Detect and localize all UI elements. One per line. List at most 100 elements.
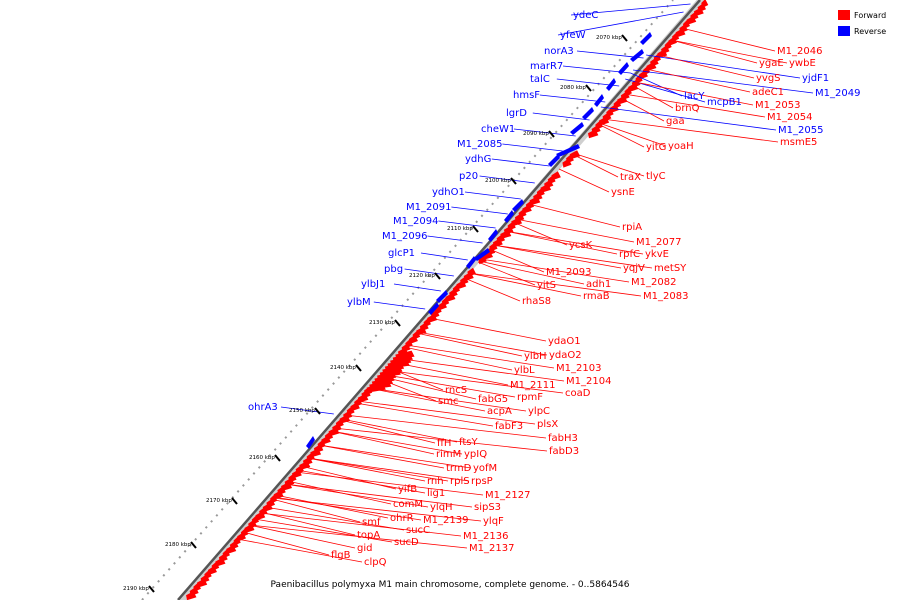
gene-label-sucd[interactable]: sucD <box>394 537 419 548</box>
gene-label-sips3[interactable]: sipS3 <box>474 502 501 513</box>
gene-label-ydao2[interactable]: ydaO2 <box>549 350 582 361</box>
gene-label-yits[interactable]: yitS <box>537 280 556 291</box>
gene-label-ohrr[interactable]: ohrR <box>390 513 414 524</box>
gene-label-talc[interactable]: talC <box>530 74 550 85</box>
gene-label-yvgs[interactable]: yvgS <box>756 73 781 84</box>
gene-label-yjdf1[interactable]: yjdF1 <box>802 73 829 84</box>
gene-label-adec1[interactable]: adeC1 <box>752 87 784 98</box>
gene-label-succ[interactable]: sucC <box>406 525 430 536</box>
gene-label-rncs[interactable]: rncS <box>445 385 467 396</box>
gene-label-rimm[interactable]: rimM <box>436 449 461 460</box>
gene-label-ylqf[interactable]: ylqF <box>483 516 504 527</box>
gene-label-ohra3[interactable]: ohrA3 <box>248 402 278 413</box>
gene-label-acpa[interactable]: acpA <box>487 406 512 417</box>
gene-label-smf[interactable]: smf <box>362 517 381 528</box>
gene-label-smc[interactable]: smc <box>438 396 458 407</box>
gene-label-rpsp[interactable]: rpsP <box>471 476 493 487</box>
gene-label-ydhg[interactable]: ydhG <box>465 154 491 165</box>
gene-label-nora3[interactable]: norA3 <box>544 46 574 57</box>
gene-label-rhas8[interactable]: rhaS8 <box>522 296 551 307</box>
gene-label-ylbm[interactable]: ylbM <box>347 297 371 308</box>
gene-label-flgb[interactable]: flgB <box>331 550 351 561</box>
gene-label-metsy[interactable]: metSY <box>654 263 687 274</box>
gene-label-m1-2053[interactable]: M1_2053 <box>755 100 800 111</box>
gene-label-fabg5[interactable]: fabG5 <box>478 394 508 405</box>
gene-label-m1-2054[interactable]: M1_2054 <box>767 112 812 123</box>
gene-label-m1-2127[interactable]: M1_2127 <box>485 490 530 501</box>
gene-label-m1-2082[interactable]: M1_2082 <box>631 277 676 288</box>
gene-label-m1-2077[interactable]: M1_2077 <box>636 237 681 248</box>
gene-label-rpia[interactable]: rpiA <box>622 222 642 233</box>
gene-label-rmab[interactable]: rmaB <box>583 291 610 302</box>
gene-label-m1-2085[interactable]: M1_2085 <box>457 139 502 150</box>
gene-label-adh1[interactable]: adh1 <box>586 279 611 290</box>
gene-label-m1-2055[interactable]: M1_2055 <box>778 125 823 136</box>
gene-label-m1-2083[interactable]: M1_2083 <box>643 291 688 302</box>
gene-label-rpfc[interactable]: rpfC <box>619 249 640 260</box>
gene-label-fabf3[interactable]: fabF3 <box>495 421 523 432</box>
gene-label-yitg[interactable]: yitG <box>646 142 666 153</box>
gene-label-ywbe[interactable]: ywbE <box>789 58 816 69</box>
gene-label-ylpc[interactable]: ylpC <box>528 406 550 417</box>
gene-label-ypiq[interactable]: ypIQ <box>464 449 487 460</box>
gene-label-rpls[interactable]: rplS <box>450 476 470 487</box>
gene-label-m1-2094[interactable]: M1_2094 <box>393 216 438 227</box>
gene-label-ylbj1[interactable]: ylbJ1 <box>361 279 385 290</box>
gene-label-ysne[interactable]: ysnE <box>611 187 635 198</box>
gene-label-mcpb1[interactable]: mcpB1 <box>707 97 742 108</box>
gene-label-yfew[interactable]: yfeW <box>560 30 586 41</box>
forward-leader-line <box>489 248 545 273</box>
gene-label-ftsy[interactable]: ftsY <box>459 437 478 448</box>
gene-label-hmsf[interactable]: hmsF <box>513 90 540 101</box>
gene-label-m1-2093[interactable]: M1_2093 <box>546 267 591 278</box>
gene-label-ydho1[interactable]: ydhO1 <box>432 187 465 198</box>
gene-label-rnh[interactable]: rnh <box>427 476 444 487</box>
gene-label-ydec[interactable]: ydeC <box>573 10 598 21</box>
gene-label-yofm[interactable]: yofM <box>473 463 497 474</box>
gene-label-marr7[interactable]: marR7 <box>530 61 563 72</box>
gene-label-m1-2096[interactable]: M1_2096 <box>382 231 427 242</box>
gene-label-ygae[interactable]: ygaE <box>759 58 784 69</box>
gene-label-lgrd[interactable]: lgrD <box>506 108 527 119</box>
gene-label-rpmf[interactable]: rpmF <box>517 392 543 403</box>
gene-label-m1-2136[interactable]: M1_2136 <box>463 531 508 542</box>
gene-label-comm[interactable]: comM <box>393 499 423 510</box>
gene-label-lig1[interactable]: lig1 <box>427 488 445 499</box>
gene-label-m1-2103[interactable]: M1_2103 <box>556 363 601 374</box>
gene-label-gid[interactable]: gid <box>357 543 372 554</box>
gene-label-topa[interactable]: topA <box>357 530 380 541</box>
gene-label-gaa[interactable]: gaa <box>666 116 685 127</box>
gene-label-yoah[interactable]: yoaH <box>668 141 694 152</box>
gene-label-msme5[interactable]: msmE5 <box>780 137 817 148</box>
gene-label-yqjv[interactable]: yqjV <box>623 263 645 274</box>
gene-label-ylbl[interactable]: ylbL <box>514 365 535 376</box>
gene-label-lacy[interactable]: lacY <box>684 91 705 102</box>
gene-label-ylbh[interactable]: ylbH <box>524 351 547 362</box>
gene-label-ydao1[interactable]: ydaO1 <box>548 336 581 347</box>
gene-label-m1-2139[interactable]: M1_2139 <box>423 515 468 526</box>
gene-label-pbg[interactable]: pbg <box>384 264 403 275</box>
gene-label-m1-2091[interactable]: M1_2091 <box>406 202 451 213</box>
gene-label-tlyc[interactable]: tlyC <box>646 171 666 182</box>
gene-label-ffh[interactable]: ffH <box>437 438 451 449</box>
gene-label-coad[interactable]: coaD <box>565 388 591 399</box>
gene-label-plsx[interactable]: plsX <box>537 419 558 430</box>
gene-label-m1-2049[interactable]: M1_2049 <box>815 88 860 99</box>
gene-label-trmd[interactable]: trmD <box>446 463 472 474</box>
gene-label-ycsk[interactable]: ycsK <box>569 240 593 251</box>
gene-label-fabh3[interactable]: fabH3 <box>548 433 578 444</box>
gene-label-m1-2046[interactable]: M1_2046 <box>777 46 822 57</box>
gene-label-chew1[interactable]: cheW1 <box>481 124 515 135</box>
gene-label-m1-2137[interactable]: M1_2137 <box>469 543 514 554</box>
gene-label-ykve[interactable]: ykvE <box>645 249 669 260</box>
gene-label-yifb[interactable]: yifB <box>398 484 417 495</box>
gene-label-clpq[interactable]: clpQ <box>364 557 387 568</box>
gene-label-m1-2104[interactable]: M1_2104 <box>566 376 611 387</box>
gene-label-p20[interactable]: p20 <box>459 171 478 182</box>
gene-label-ylqh[interactable]: ylqH <box>430 502 453 513</box>
gene-label-trax[interactable]: traX <box>620 172 641 183</box>
gene-label-fabd3[interactable]: fabD3 <box>549 446 579 457</box>
gene-label-glcp1[interactable]: glcP1 <box>388 248 415 259</box>
gene-label-m1-2111[interactable]: M1_2111 <box>510 380 555 391</box>
gene-label-brnq[interactable]: brnQ <box>675 103 700 114</box>
